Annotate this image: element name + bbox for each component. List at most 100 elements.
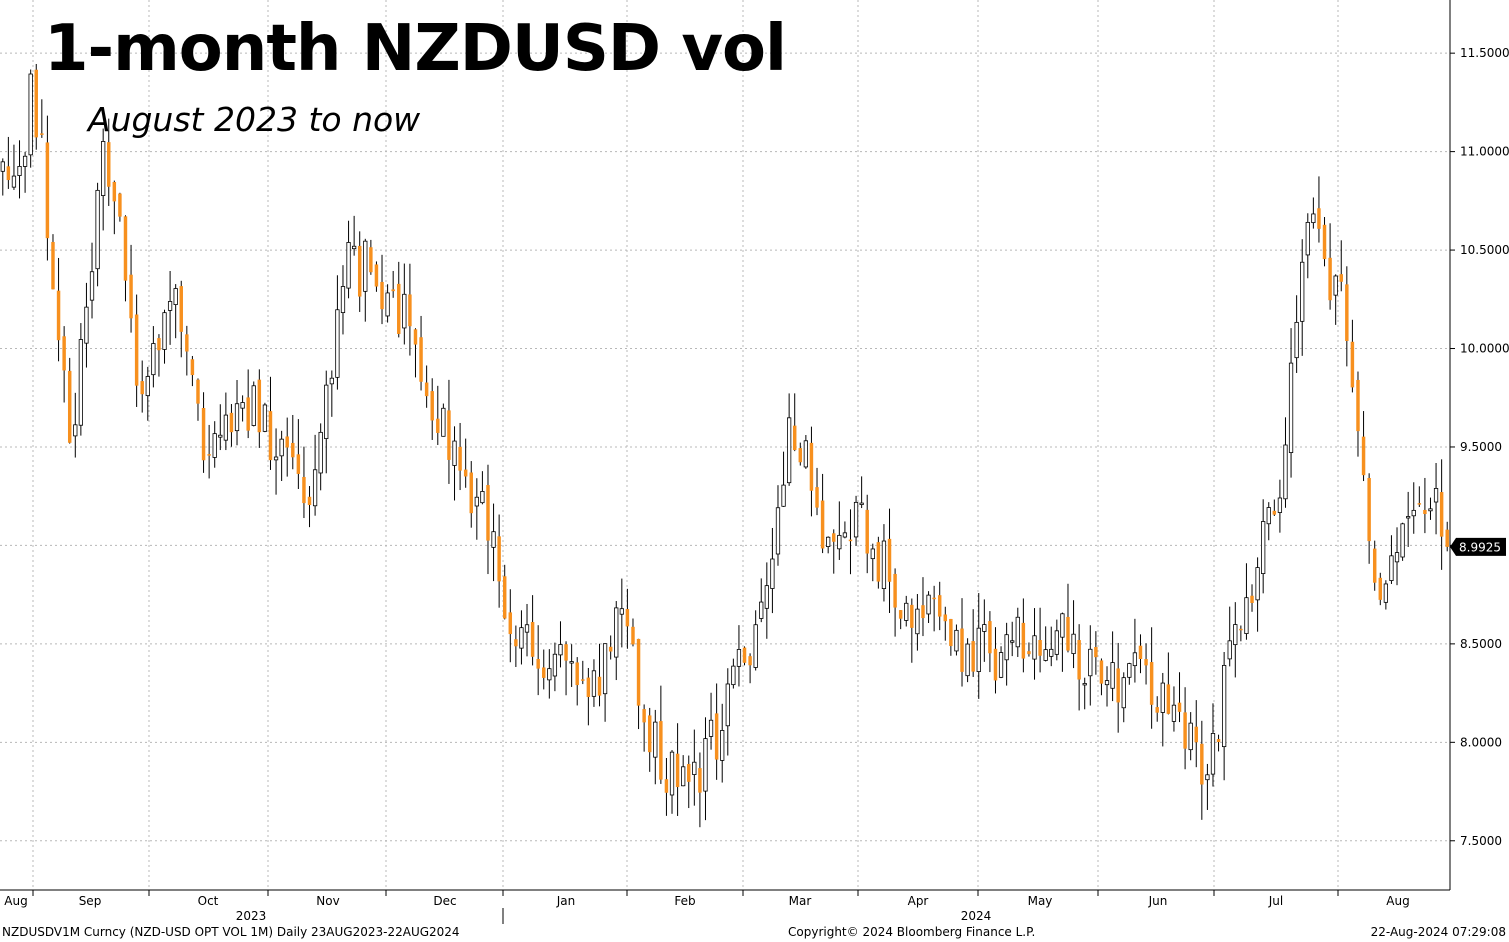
candle-up <box>145 376 150 397</box>
candle-down <box>887 538 892 582</box>
candle-down <box>486 485 490 541</box>
candle-down <box>118 193 122 217</box>
candle-up <box>904 602 909 621</box>
candle-down <box>542 667 546 678</box>
candle-down <box>792 425 797 451</box>
candle-down <box>391 289 395 292</box>
candle-up <box>1121 677 1126 709</box>
candle-down <box>107 142 111 187</box>
candle-down <box>971 641 975 672</box>
candle-up <box>279 438 284 457</box>
candle-down <box>430 391 434 421</box>
last-value-tag <box>1450 537 1506 556</box>
candle-up <box>1244 597 1249 634</box>
candle-up <box>329 377 334 385</box>
month-label: Feb <box>674 894 695 908</box>
candle-up <box>1171 704 1177 722</box>
candle-up <box>234 403 240 432</box>
candle-up <box>474 496 479 507</box>
candle-down <box>201 408 206 461</box>
candle-up <box>552 653 558 677</box>
candle-down <box>397 283 401 334</box>
candle-up <box>1255 567 1260 601</box>
candle-up <box>1210 733 1216 775</box>
candle-down <box>424 382 429 397</box>
candle-up <box>212 433 217 458</box>
candle-down <box>809 442 814 491</box>
candle-up <box>491 531 496 548</box>
candle-up <box>1205 774 1210 781</box>
candle-up <box>262 404 268 432</box>
candle-up <box>101 141 106 196</box>
candle-down <box>458 446 462 471</box>
candle-up <box>692 761 697 775</box>
month-label: Apr <box>908 894 929 908</box>
candle-up <box>1400 523 1405 558</box>
candle-up <box>1082 683 1087 686</box>
candle-up <box>17 166 22 176</box>
candle-down <box>514 639 518 647</box>
candle-down <box>536 658 540 669</box>
candle-down <box>742 647 747 663</box>
candle-down <box>134 314 139 386</box>
candle-up <box>976 627 981 672</box>
candle-up <box>240 402 245 409</box>
candle-down <box>943 614 948 622</box>
candle-up <box>1071 633 1076 655</box>
candle-up <box>669 751 675 796</box>
candle-down <box>307 496 312 506</box>
candle-down <box>413 329 418 345</box>
copyright-caption: Copyright© 2024 Bloomberg Finance L.P. <box>788 925 1036 939</box>
candle-up <box>614 607 619 658</box>
candle-down <box>1328 257 1332 301</box>
candle-up <box>1406 516 1411 519</box>
candle-up <box>352 245 357 250</box>
month-label: Oct <box>198 894 219 908</box>
candle-up <box>312 469 318 507</box>
month-label: Jul <box>1268 894 1283 908</box>
candle-down <box>469 472 473 514</box>
candle-down <box>675 753 680 788</box>
last-value-label: 8.9925 <box>1459 540 1501 554</box>
candle-down <box>564 644 568 661</box>
candle-down <box>988 621 992 654</box>
candle-down <box>179 286 183 332</box>
candle-down <box>993 648 998 681</box>
month-label: Aug <box>1386 894 1409 908</box>
candle-down <box>502 576 507 619</box>
timestamp-caption: 22-Aug-2024 07:29:08 <box>1370 925 1506 939</box>
candle-down <box>1094 647 1098 658</box>
candle-up <box>11 175 17 188</box>
candle-down <box>419 337 423 382</box>
candle-up <box>89 271 95 301</box>
candle-up <box>1032 635 1037 660</box>
candle-down <box>140 381 144 395</box>
candle-up <box>363 240 368 292</box>
candle-up <box>1277 497 1283 513</box>
candle-down <box>1445 529 1449 547</box>
candle-down <box>960 628 964 672</box>
candle-down <box>597 676 602 696</box>
month-label: Aug <box>4 894 27 908</box>
candle-down <box>374 264 379 287</box>
candle-up <box>1049 648 1054 657</box>
y-tick-label: 7.5000 <box>1460 834 1502 848</box>
candle-up <box>803 440 808 468</box>
candle-down <box>530 622 535 657</box>
candle-up <box>340 286 346 314</box>
chart-title: 1-month NZDUSD vol <box>44 12 787 86</box>
candle-down <box>447 410 451 460</box>
candle-up <box>223 414 228 441</box>
candle-down <box>56 290 61 341</box>
month-label: Mar <box>789 894 812 908</box>
candle-down <box>949 618 953 647</box>
candle-up <box>708 719 714 737</box>
candle-down <box>1423 509 1427 515</box>
candle-up <box>402 293 407 329</box>
candle-up <box>1233 624 1238 646</box>
candle-up <box>720 730 725 761</box>
candle-up <box>619 608 624 615</box>
candle-up <box>385 292 390 317</box>
y-tick-label: 10.5000 <box>1460 243 1509 257</box>
candle-down <box>636 638 641 706</box>
